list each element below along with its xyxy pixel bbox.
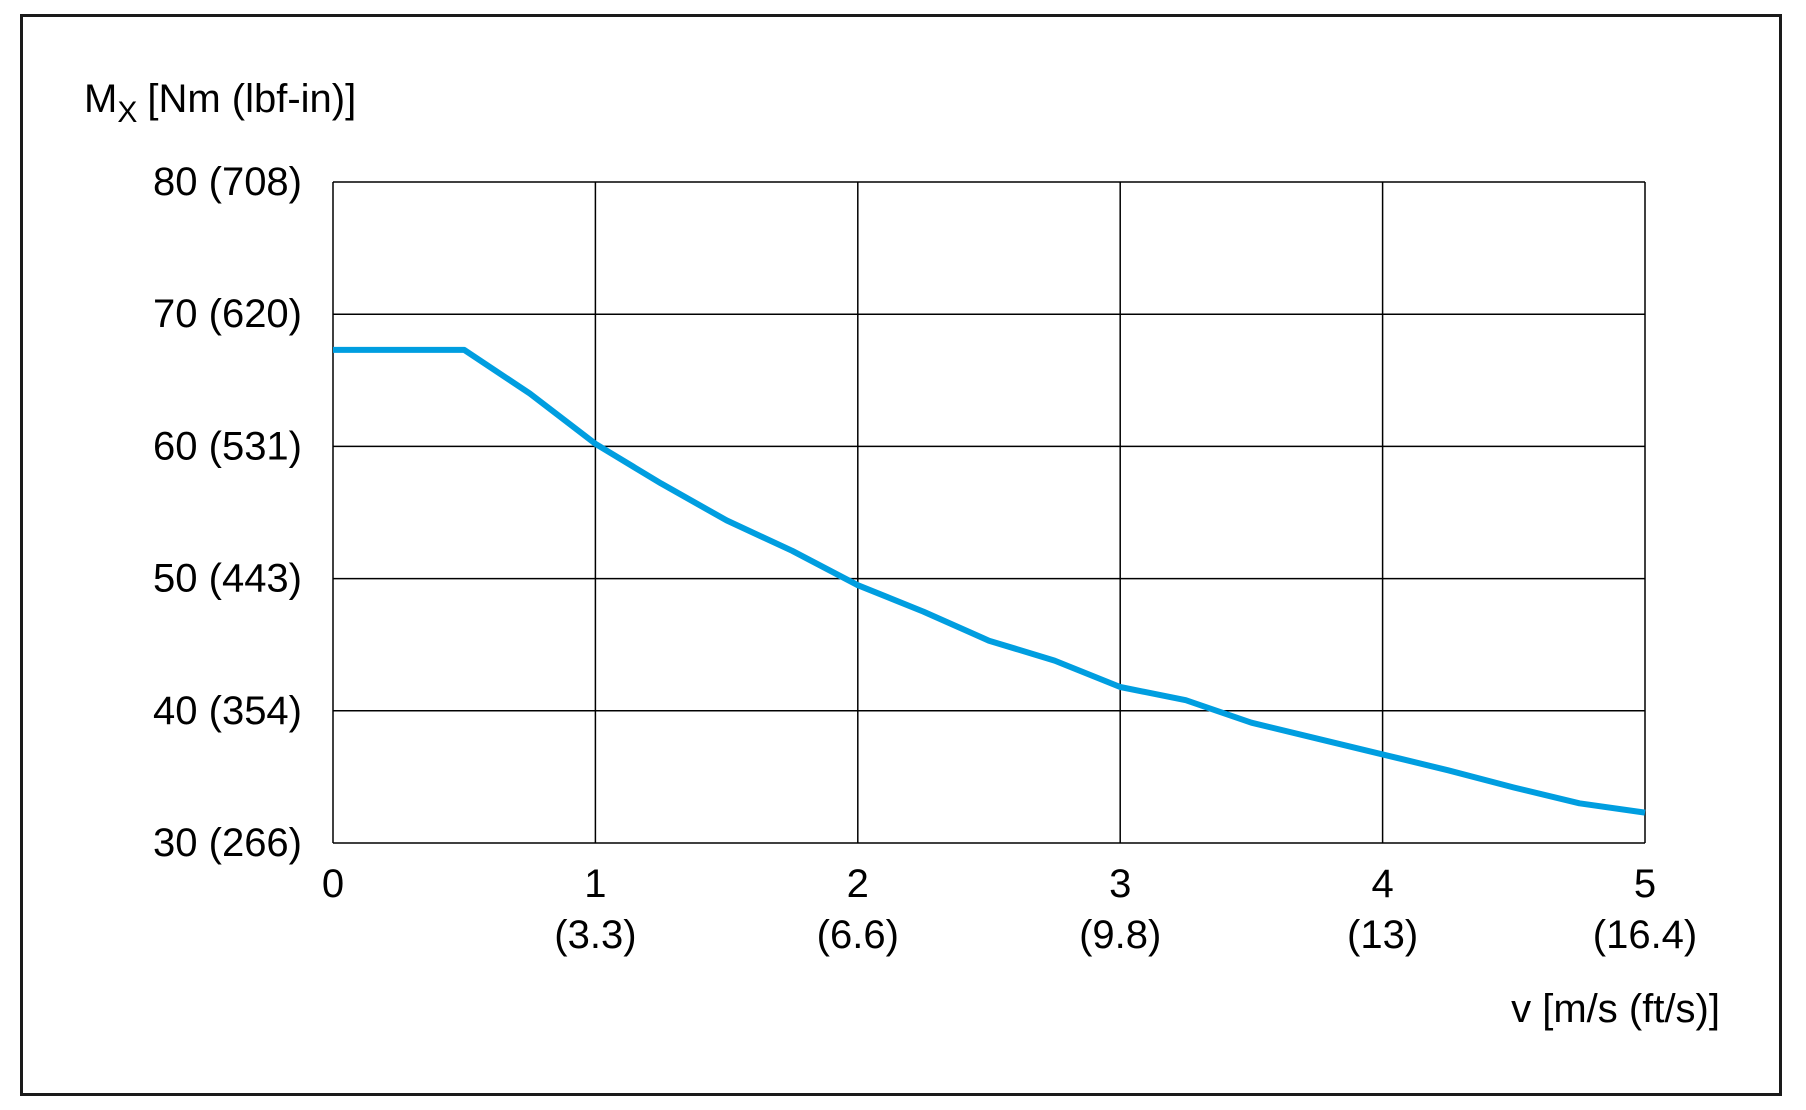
x-tick-sublabel: (6.6) <box>817 913 899 957</box>
y-tick-label: 40 (354) <box>153 689 302 733</box>
series-layer <box>333 350 1645 813</box>
x-tick-sublabel: (16.4) <box>1593 913 1698 957</box>
x-tick-sublabel: (13) <box>1347 913 1418 957</box>
y-tick-labels: 80 (708) 70 (620) 60 (531) 50 (443) 40 (354)… <box>153 160 302 865</box>
y-tick-label: 80 (708) <box>153 160 302 204</box>
x-tick-label: 4 <box>1371 862 1393 906</box>
y-axis-subscript: X <box>117 96 137 129</box>
y-axis-title: MX [Nm (lbf-in)] <box>84 77 356 129</box>
x-tick-label: 1 <box>584 862 606 906</box>
y-axis-unit: [Nm (lbf-in)] <box>147 77 356 121</box>
x-tick-label: 0 <box>322 862 344 906</box>
x-tick-label: 3 <box>1109 862 1131 906</box>
x-tick-sublabel: (9.8) <box>1079 913 1161 957</box>
x-tick-labels: 0 1 (3.3) 2 (6.6) 3 (9.8) 4 (13) 5 (16.4) <box>322 862 1697 957</box>
x-axis-title: v [m/s (ft/s)] <box>1511 987 1720 1031</box>
y-tick-label: 30 (266) <box>153 821 302 865</box>
y-tick-label: 50 (443) <box>153 557 302 601</box>
x-tick-label: 2 <box>847 862 869 906</box>
grid <box>333 182 1645 843</box>
x-tick-label: 5 <box>1634 862 1656 906</box>
y-tick-label: 70 (620) <box>153 292 302 336</box>
y-axis-symbol: M <box>84 77 117 121</box>
series-line <box>333 350 1645 813</box>
y-tick-label: 60 (531) <box>153 424 302 468</box>
x-tick-sublabel: (3.3) <box>554 913 636 957</box>
